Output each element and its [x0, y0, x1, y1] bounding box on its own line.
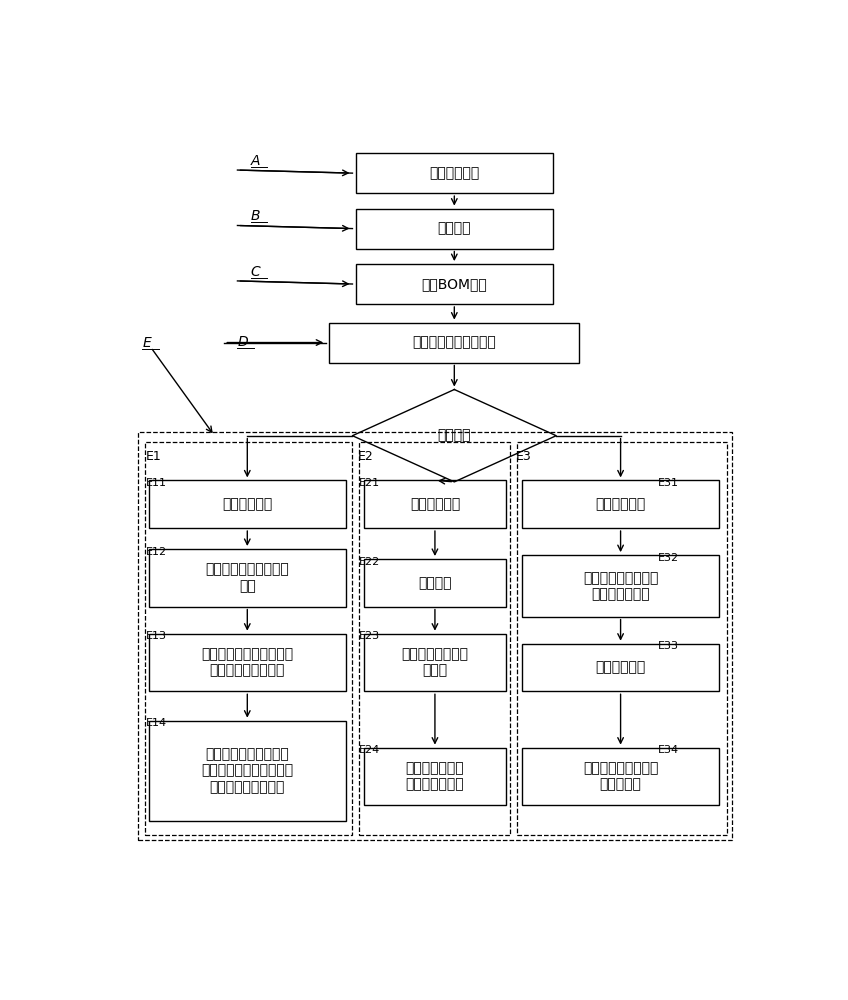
- Text: 清单分类: 清单分类: [438, 429, 471, 443]
- FancyBboxPatch shape: [365, 559, 505, 607]
- Text: E2: E2: [358, 450, 373, 463]
- Text: C: C: [251, 265, 260, 279]
- Text: B: B: [251, 209, 260, 223]
- FancyBboxPatch shape: [365, 634, 505, 691]
- Text: 选择成托清单: 选择成托清单: [410, 497, 460, 511]
- FancyBboxPatch shape: [522, 555, 719, 617]
- Text: E12: E12: [146, 547, 166, 557]
- Text: 确认数据正确: 确认数据正确: [595, 660, 645, 674]
- Text: E14: E14: [146, 718, 166, 728]
- Text: E22: E22: [359, 557, 380, 567]
- FancyBboxPatch shape: [148, 721, 346, 821]
- Text: D: D: [237, 335, 248, 349]
- Text: 制作生产订单: 制作生产订单: [429, 166, 479, 180]
- Text: 根据预订格式一键生
成报关清单: 根据预订格式一键生 成报关清单: [583, 761, 658, 792]
- Text: E34: E34: [658, 745, 679, 755]
- Text: E24: E24: [359, 745, 380, 755]
- FancyBboxPatch shape: [356, 209, 553, 249]
- FancyBboxPatch shape: [522, 644, 719, 691]
- FancyBboxPatch shape: [148, 549, 346, 607]
- Text: E11: E11: [146, 478, 166, 488]
- Text: 选择报关清单: 选择报关清单: [595, 497, 645, 511]
- FancyBboxPatch shape: [356, 153, 553, 193]
- Text: 查询物料数据、装箱
数据及成托数据: 查询物料数据、装箱 数据及成托数据: [583, 571, 658, 601]
- Text: 选择范围: 选择范围: [418, 576, 452, 590]
- Text: 批次BOM导出: 批次BOM导出: [421, 277, 488, 291]
- FancyBboxPatch shape: [329, 323, 579, 363]
- Text: 选择装箱清单: 选择装箱清单: [222, 497, 272, 511]
- Text: 编程控制标签打印机、根
据不同项次打印标签: 编程控制标签打印机、根 据不同项次打印标签: [201, 647, 293, 678]
- Text: E31: E31: [658, 478, 679, 488]
- Text: 生产数据采集与预处理: 生产数据采集与预处理: [412, 336, 496, 350]
- Text: E1: E1: [146, 450, 161, 463]
- Text: E33: E33: [658, 641, 679, 651]
- Text: E32: E32: [658, 553, 679, 563]
- FancyBboxPatch shape: [148, 480, 346, 528]
- Text: E13: E13: [146, 631, 166, 641]
- FancyBboxPatch shape: [365, 748, 505, 805]
- Text: 查询物料数据、装
箱数据: 查询物料数据、装 箱数据: [401, 647, 468, 678]
- FancyBboxPatch shape: [148, 634, 346, 691]
- FancyBboxPatch shape: [522, 480, 719, 528]
- Text: E: E: [142, 336, 151, 350]
- Text: 工单设定: 工单设定: [438, 222, 471, 236]
- Text: 查询物料代码、名称、
用量: 查询物料代码、名称、 用量: [205, 563, 289, 593]
- FancyBboxPatch shape: [522, 748, 719, 805]
- Text: 在数据表中记录打印记
录，对毛重不大于净重一
公斤的项次进行报警: 在数据表中记录打印记 录，对毛重不大于净重一 公斤的项次进行报警: [201, 747, 293, 794]
- Text: E21: E21: [359, 478, 380, 488]
- FancyBboxPatch shape: [365, 480, 505, 528]
- Text: 根据预订格式一
键生成成托清单: 根据预订格式一 键生成成托清单: [405, 761, 464, 792]
- FancyBboxPatch shape: [356, 264, 553, 304]
- Text: A: A: [251, 154, 260, 168]
- Text: E3: E3: [516, 450, 531, 463]
- Text: E23: E23: [359, 631, 380, 641]
